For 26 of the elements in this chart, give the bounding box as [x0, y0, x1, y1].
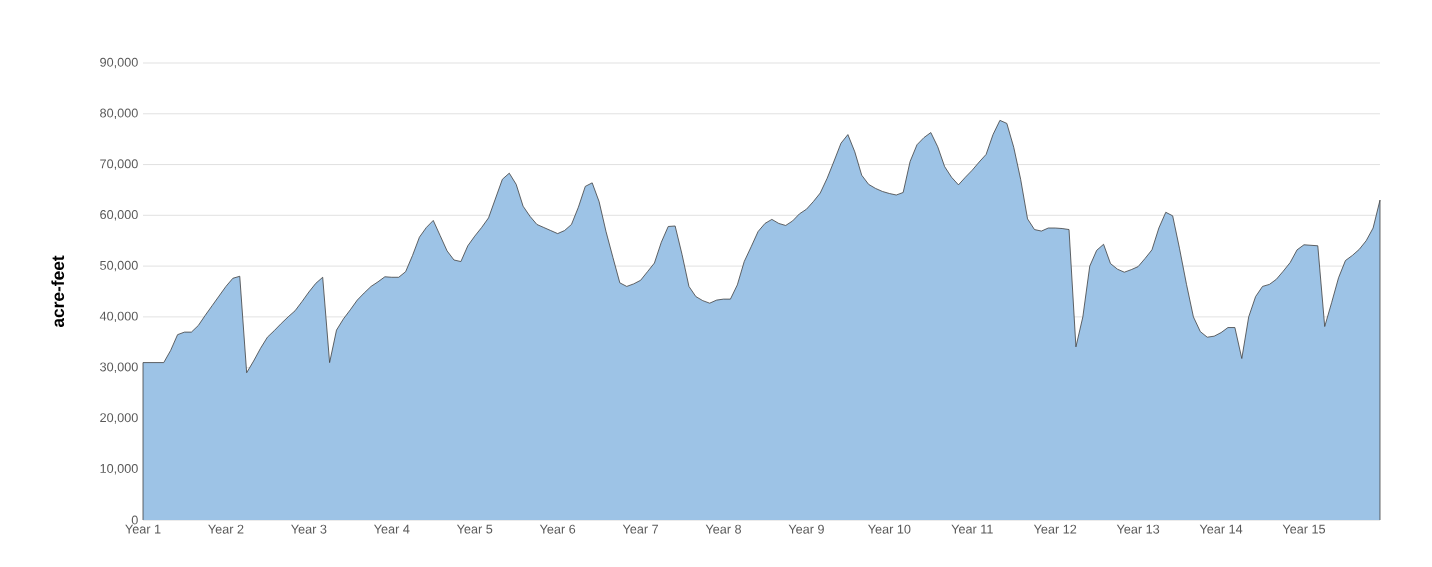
x-tick-label: Year 11	[951, 524, 993, 534]
x-tick-label: Year 7	[622, 524, 659, 534]
x-tick-label: Year 14	[1199, 524, 1243, 534]
x-tick-label: Year 6	[539, 524, 576, 534]
y-tick-label: 30,000	[100, 362, 138, 373]
y-tick-label: 50,000	[100, 260, 138, 272]
x-tick-label: Year 13	[1116, 524, 1160, 534]
y-tick-label: 40,000	[99, 311, 138, 323]
y-axis-title: acre-feet	[51, 255, 65, 328]
x-tick-label: Year 1	[125, 524, 161, 534]
y-tick-label: 10,000	[100, 463, 138, 475]
x-tick-label: Year 8	[705, 524, 742, 534]
y-tick-label: 20,000	[100, 413, 138, 424]
y-tick-label: 80,000	[100, 108, 138, 120]
x-tick-label: Year 9	[788, 524, 824, 534]
x-tick-label: Year 5	[456, 524, 493, 534]
x-tick-label: Year 10	[868, 524, 911, 534]
y-tick-label: 0	[131, 515, 138, 525]
y-tick-label: 90,000	[100, 57, 138, 69]
x-tick-label: Year 3	[291, 524, 327, 534]
x-tick-label: Year 2	[208, 524, 244, 534]
x-tick-label: Year 15	[1282, 524, 1326, 534]
y-tick-label: 70,000	[100, 159, 138, 170]
x-tick-label: Year 12	[1033, 524, 1077, 534]
x-tick-label: Year 4	[373, 524, 410, 534]
y-tick-label: 60,000	[100, 210, 138, 221]
